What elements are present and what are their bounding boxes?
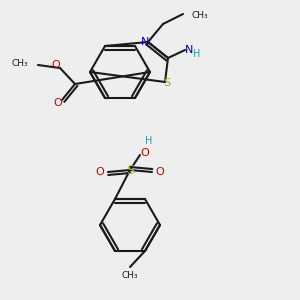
Text: O: O <box>141 148 149 158</box>
Text: N: N <box>185 45 193 55</box>
Text: H: H <box>193 49 201 59</box>
Text: CH₃: CH₃ <box>122 271 138 280</box>
Text: H: H <box>145 136 153 146</box>
Text: S: S <box>126 164 134 176</box>
Text: O: O <box>156 167 164 177</box>
Text: CH₃: CH₃ <box>11 58 28 68</box>
Text: N: N <box>141 37 149 47</box>
Text: O: O <box>96 167 104 177</box>
Text: CH₃: CH₃ <box>191 11 208 20</box>
Text: S: S <box>164 78 171 88</box>
Text: O: O <box>52 60 60 70</box>
Text: O: O <box>54 98 62 108</box>
